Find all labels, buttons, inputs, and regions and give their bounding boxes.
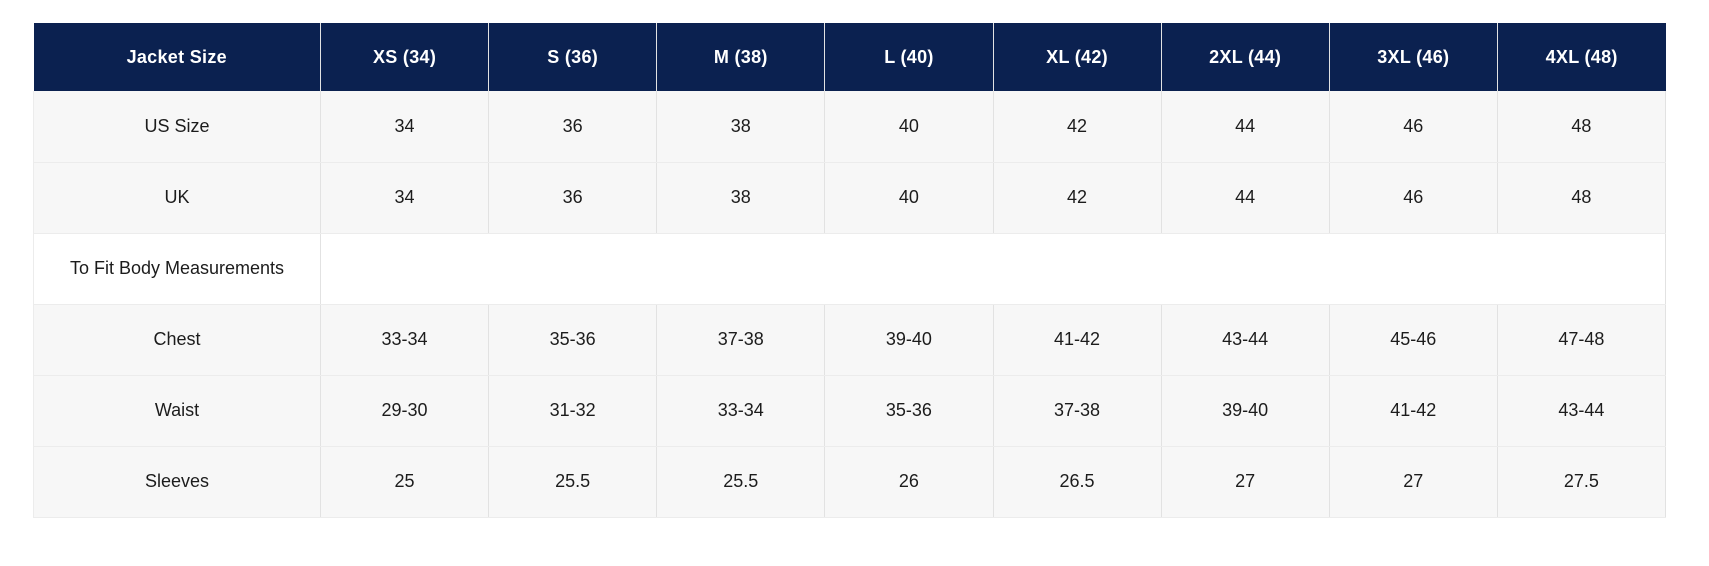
header-row: Jacket Size XS (34) S (36) M (38) L (40) XL (… <box>33 23 1666 91</box>
value-cell: 33-34 <box>656 375 826 447</box>
value-cell: 26 <box>824 446 994 518</box>
value-cell: 48 <box>1497 162 1667 234</box>
header-cell-size: M (38) <box>656 23 826 91</box>
header-cell-size: XL (42) <box>993 23 1162 91</box>
table-row: Chest 33-34 35-36 37-38 39-40 41-42 43-44 45-46… <box>33 304 1667 376</box>
jacket-size-chart: Jacket Size XS (34) S (36) M (38) L (40) XL (… <box>33 23 1667 518</box>
header-cell-size: 2XL (44) <box>1161 23 1330 91</box>
value-cell: 34 <box>320 162 490 234</box>
table-row: Sleeves 25 25.5 25.5 26 26.5 27 27 27.5 <box>33 446 1667 518</box>
row-label-cell: Waist <box>33 375 321 447</box>
table-row: UK 34 36 38 40 42 44 46 48 <box>33 162 1667 234</box>
value-cell: 25 <box>320 446 490 518</box>
value-cell: 35-36 <box>824 375 994 447</box>
value-cell: 41-42 <box>993 304 1162 376</box>
value-cell: 27 <box>1329 446 1498 518</box>
value-cell: 40 <box>824 162 994 234</box>
header-cell-size: S (36) <box>488 23 658 91</box>
value-cell: 37-38 <box>993 375 1162 447</box>
value-cell: 46 <box>1329 162 1498 234</box>
header-cell-size: 4XL (48) <box>1497 23 1666 91</box>
value-cell: 36 <box>488 162 658 234</box>
row-label-cell: Chest <box>33 304 321 376</box>
row-label-cell: US Size <box>33 91 321 163</box>
value-cell: 33-34 <box>320 304 490 376</box>
header-cell-size: L (40) <box>824 23 994 91</box>
value-cell: 29-30 <box>320 375 490 447</box>
value-cell: 25.5 <box>488 446 658 518</box>
value-cell: 47-48 <box>1497 304 1667 376</box>
value-cell: 35-36 <box>488 304 658 376</box>
value-cell: 42 <box>993 162 1162 234</box>
value-cell: 45-46 <box>1329 304 1498 376</box>
table-row: US Size 34 36 38 40 42 44 46 48 <box>33 91 1667 163</box>
table-row: Waist 29-30 31-32 33-34 35-36 37-38 39-40 41-42… <box>33 375 1667 447</box>
value-cell: 38 <box>656 91 826 163</box>
value-cell: 36 <box>488 91 658 163</box>
size-chart-body: US Size 34 36 38 40 42 44 46 48 UK 34 36 38 40 42 44 46 4… <box>33 91 1667 518</box>
value-cell: 26.5 <box>993 446 1162 518</box>
value-cell: 38 <box>656 162 826 234</box>
header-cell-size: 3XL (46) <box>1329 23 1498 91</box>
value-cell: 46 <box>1329 91 1498 163</box>
header-cell-size: XS (34) <box>320 23 490 91</box>
value-cell: 41-42 <box>1329 375 1498 447</box>
value-cell: 34 <box>320 91 490 163</box>
header-cell-corner: Jacket Size <box>33 23 321 91</box>
row-label-cell: To Fit Body Measurements <box>33 233 321 305</box>
size-chart-table: Jacket Size XS (34) S (36) M (38) L (40) XL (… <box>33 23 1667 518</box>
value-cell: 48 <box>1497 91 1667 163</box>
value-cell: 31-32 <box>488 375 658 447</box>
value-cell: 43-44 <box>1497 375 1667 447</box>
value-cell: 39-40 <box>824 304 994 376</box>
value-cell: 42 <box>993 91 1162 163</box>
section-spacer-cell <box>320 233 1666 305</box>
value-cell: 43-44 <box>1161 304 1330 376</box>
section-row: To Fit Body Measurements <box>33 233 1666 305</box>
value-cell: 27 <box>1161 446 1330 518</box>
value-cell: 25.5 <box>656 446 826 518</box>
value-cell: 27.5 <box>1497 446 1667 518</box>
row-label-cell: Sleeves <box>33 446 321 518</box>
size-chart-header: Jacket Size XS (34) S (36) M (38) L (40) XL (… <box>33 23 1666 91</box>
value-cell: 37-38 <box>656 304 826 376</box>
value-cell: 40 <box>824 91 994 163</box>
value-cell: 44 <box>1161 91 1330 163</box>
value-cell: 44 <box>1161 162 1330 234</box>
value-cell: 39-40 <box>1161 375 1330 447</box>
row-label-cell: UK <box>33 162 321 234</box>
